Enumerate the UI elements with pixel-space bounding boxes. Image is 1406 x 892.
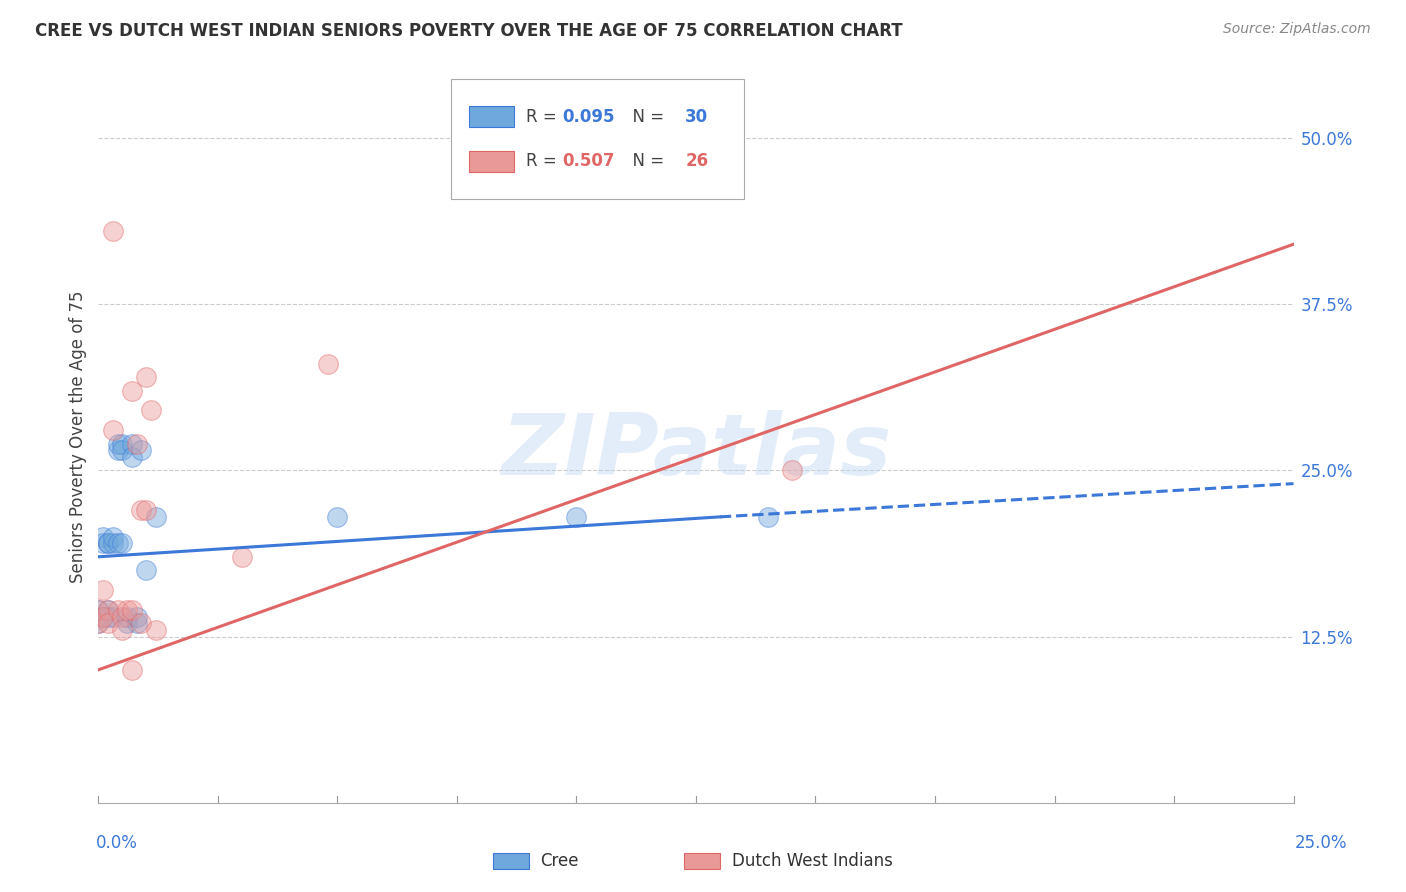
Point — [87, 603, 110, 617]
Text: 0.095: 0.095 — [562, 108, 614, 126]
Point — [756, 509, 779, 524]
Point — [135, 563, 157, 577]
Point — [326, 509, 349, 524]
Point — [231, 549, 253, 564]
FancyBboxPatch shape — [470, 106, 515, 127]
Point — [111, 443, 134, 458]
Point — [125, 616, 148, 631]
Point — [87, 616, 110, 631]
Point — [97, 603, 120, 617]
Point — [131, 503, 153, 517]
Point — [139, 403, 162, 417]
Point — [97, 616, 120, 631]
Text: 26: 26 — [685, 153, 709, 170]
Text: Dutch West Indians: Dutch West Indians — [733, 852, 893, 870]
FancyBboxPatch shape — [470, 151, 515, 171]
Point — [111, 609, 134, 624]
Point — [97, 603, 120, 617]
Point — [101, 536, 124, 550]
Point — [107, 436, 129, 450]
Text: ZIPatlas: ZIPatlas — [501, 410, 891, 493]
Point — [115, 603, 138, 617]
Point — [97, 536, 120, 550]
Point — [111, 436, 134, 450]
Point — [111, 623, 134, 637]
Point — [107, 536, 129, 550]
Point — [470, 157, 492, 171]
FancyBboxPatch shape — [451, 78, 744, 200]
Point — [135, 503, 157, 517]
Point — [565, 509, 588, 524]
Point — [107, 603, 129, 617]
Point — [87, 616, 110, 631]
Point — [121, 450, 143, 464]
Text: 0.507: 0.507 — [562, 153, 614, 170]
Point — [145, 509, 167, 524]
Point — [101, 609, 124, 624]
Text: N =: N = — [621, 153, 669, 170]
Point — [121, 436, 143, 450]
FancyBboxPatch shape — [494, 853, 529, 869]
Point — [121, 603, 143, 617]
Point — [121, 384, 143, 398]
Text: R =: R = — [526, 153, 562, 170]
Y-axis label: Seniors Poverty Over the Age of 75: Seniors Poverty Over the Age of 75 — [69, 291, 87, 583]
Text: N =: N = — [621, 108, 669, 126]
Point — [91, 582, 114, 597]
Point — [87, 603, 110, 617]
Point — [101, 224, 124, 238]
Point — [101, 424, 124, 438]
Point — [121, 663, 143, 677]
Text: Cree: Cree — [541, 852, 579, 870]
Point — [111, 536, 134, 550]
Point — [125, 436, 148, 450]
Point — [131, 616, 153, 631]
Point — [131, 443, 153, 458]
Text: 25.0%: 25.0% — [1295, 834, 1347, 852]
Point — [125, 609, 148, 624]
Text: 0.0%: 0.0% — [96, 834, 138, 852]
Point — [115, 616, 138, 631]
Point — [101, 530, 124, 544]
Point — [91, 536, 114, 550]
FancyBboxPatch shape — [685, 853, 720, 869]
Point — [91, 530, 114, 544]
Text: Source: ZipAtlas.com: Source: ZipAtlas.com — [1223, 22, 1371, 37]
Point — [97, 536, 120, 550]
Point — [91, 609, 114, 624]
Point — [780, 463, 803, 477]
Point — [316, 357, 339, 371]
Point — [97, 609, 120, 624]
Point — [135, 370, 157, 384]
Point — [145, 623, 167, 637]
Text: 30: 30 — [685, 108, 709, 126]
Point — [91, 609, 114, 624]
Point — [115, 609, 138, 624]
Text: CREE VS DUTCH WEST INDIAN SENIORS POVERTY OVER THE AGE OF 75 CORRELATION CHART: CREE VS DUTCH WEST INDIAN SENIORS POVERT… — [35, 22, 903, 40]
Point — [107, 443, 129, 458]
Text: R =: R = — [526, 108, 562, 126]
